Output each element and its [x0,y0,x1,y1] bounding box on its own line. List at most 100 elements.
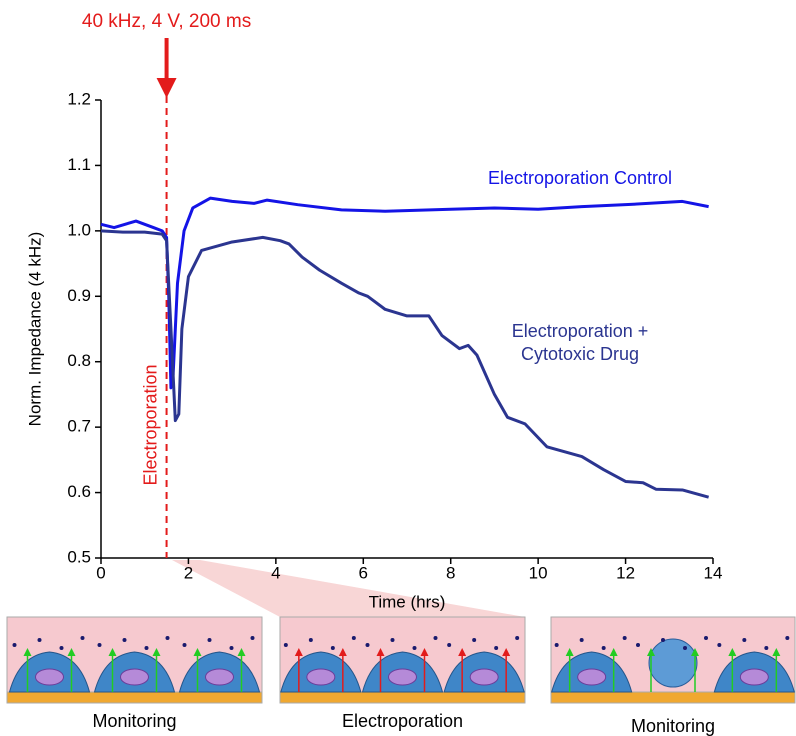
current-arrow-head [728,648,737,656]
drug-dot [579,638,584,642]
panel-substrate [550,691,796,704]
event-label: Electroporation [140,364,160,485]
y-tick-label: 0.7 [67,417,91,436]
drug-dot [80,636,85,640]
nucleus [205,668,234,686]
drug-dot [283,643,288,647]
panel-label: Monitoring [631,716,715,736]
series-label: Electroporation + Cytotoxic Drug [511,321,649,364]
drug-dot [785,636,790,640]
nucleus [577,668,607,686]
current-arrow-head [458,648,467,656]
drug-dot [742,638,747,642]
y-tick-label: 0.5 [67,547,91,566]
y-tick-label: 1.1 [67,155,91,174]
event-arrow-head [156,78,177,98]
drug-dot [704,636,708,640]
drug-dot [229,646,234,650]
panel: Electroporation [279,616,526,731]
cell-dying [648,638,698,688]
y-tick-label: 0.9 [67,286,91,305]
nucleus [120,668,149,686]
x-tick-label: 6 [359,563,368,582]
panel-label: Electroporation [342,711,463,731]
drug-dot [622,636,627,640]
current-arrow-head [294,648,303,656]
zoom-projection [172,560,525,617]
drug-dot [412,646,417,650]
x-tick-label: 2 [184,563,193,582]
x-tick-label: 10 [529,563,548,582]
current-arrow-head [193,648,202,656]
current-arrow-head [691,648,699,656]
x-tick-label: 8 [446,563,455,582]
drug-dot [390,638,395,642]
x-tick-label: 4 [271,563,280,582]
drug-dot [207,638,212,642]
drug-dot [447,643,452,647]
x-axis-title: Time (hrs) [369,592,446,611]
y-tick-label: 0.6 [67,482,91,501]
panel: Monitoring [550,616,796,736]
x-tick-label: 14 [704,563,723,582]
drug-dot [37,638,42,642]
drug-dot [601,646,606,650]
drug-dot [351,636,356,640]
drug-dot [12,643,17,647]
drug-dot [494,646,499,650]
current-arrow-head [502,648,511,656]
drug-dot [122,638,127,642]
x-tick-label: 12 [616,563,635,582]
panel-substrate [279,691,526,704]
event-title: 40 kHz, 4 V, 200 ms [82,11,251,32]
drug-dot [144,646,149,650]
nucleus [739,668,769,686]
drug-dot [250,636,255,640]
drug-dot [515,636,520,640]
current-arrow-head [420,648,429,656]
current-arrow-head [108,648,117,656]
series-line [100,229,710,499]
drug-dot [182,643,187,647]
current-arrow-head [565,648,574,656]
drug-dot [661,638,665,642]
current-arrow-head [67,648,76,656]
drug-dot [165,636,170,640]
nucleus [35,668,64,686]
drug-dot [97,643,102,647]
current-arrow-head [338,648,347,656]
drug-dot [330,646,335,650]
y-tick-label: 1.0 [67,220,91,239]
series-line [100,196,709,390]
x-tick-label: 0 [96,563,105,582]
current-arrow-head [152,648,161,656]
current-arrow-head [376,648,385,656]
y-axis-title: Norm. Impedance (4 kHz) [25,232,44,427]
nucleus [469,668,499,686]
drug-dot [365,643,370,647]
drug-dot [308,638,313,642]
series-label: Electroporation Control [487,168,673,188]
y-tick-label: 1.2 [67,89,91,108]
current-arrow-head [237,648,246,656]
drug-dot [433,636,438,640]
drug-dot [764,646,769,650]
current-arrow-head [647,648,655,656]
panel: Monitoring [6,616,263,731]
drug-dot [683,646,687,650]
panel-label: Monitoring [92,711,176,731]
panel-substrate [6,691,263,704]
current-arrow-head [23,648,32,656]
drug-dot [59,646,64,650]
drug-dot [554,643,559,647]
drug-dot [472,638,477,642]
drug-dot [717,643,722,647]
nucleus [388,668,417,686]
current-arrow-head [772,648,781,656]
nucleus [306,668,336,686]
y-tick-label: 0.8 [67,351,91,370]
current-arrow-head [609,648,618,656]
drug-dot [636,643,640,647]
